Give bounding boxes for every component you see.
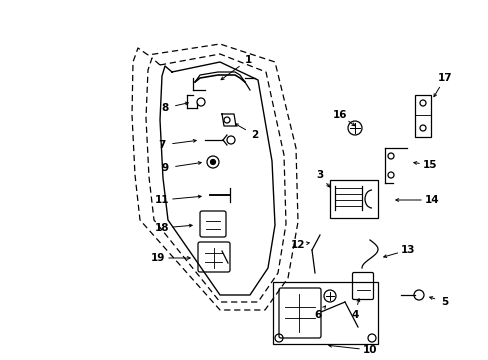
Text: 15: 15 (422, 160, 436, 170)
Text: 14: 14 (424, 195, 438, 205)
Text: 9: 9 (161, 163, 168, 173)
Bar (272, 282, 377, 344)
Text: 19: 19 (150, 253, 165, 263)
Text: 17: 17 (437, 73, 451, 83)
Text: 8: 8 (161, 103, 168, 113)
Text: 11: 11 (154, 195, 169, 205)
Text: 3: 3 (316, 170, 323, 180)
Bar (414, 95, 430, 137)
Text: 12: 12 (290, 240, 305, 250)
Text: 1: 1 (244, 55, 251, 65)
Text: 7: 7 (158, 140, 165, 150)
Bar (329, 180, 377, 218)
Text: 6: 6 (314, 310, 321, 320)
Text: 18: 18 (154, 223, 169, 233)
Text: 13: 13 (400, 245, 414, 255)
Text: 16: 16 (332, 110, 346, 120)
Text: 2: 2 (251, 130, 258, 140)
Text: 10: 10 (362, 345, 376, 355)
Text: 5: 5 (441, 297, 447, 307)
Text: 4: 4 (350, 310, 358, 320)
Circle shape (210, 159, 215, 165)
